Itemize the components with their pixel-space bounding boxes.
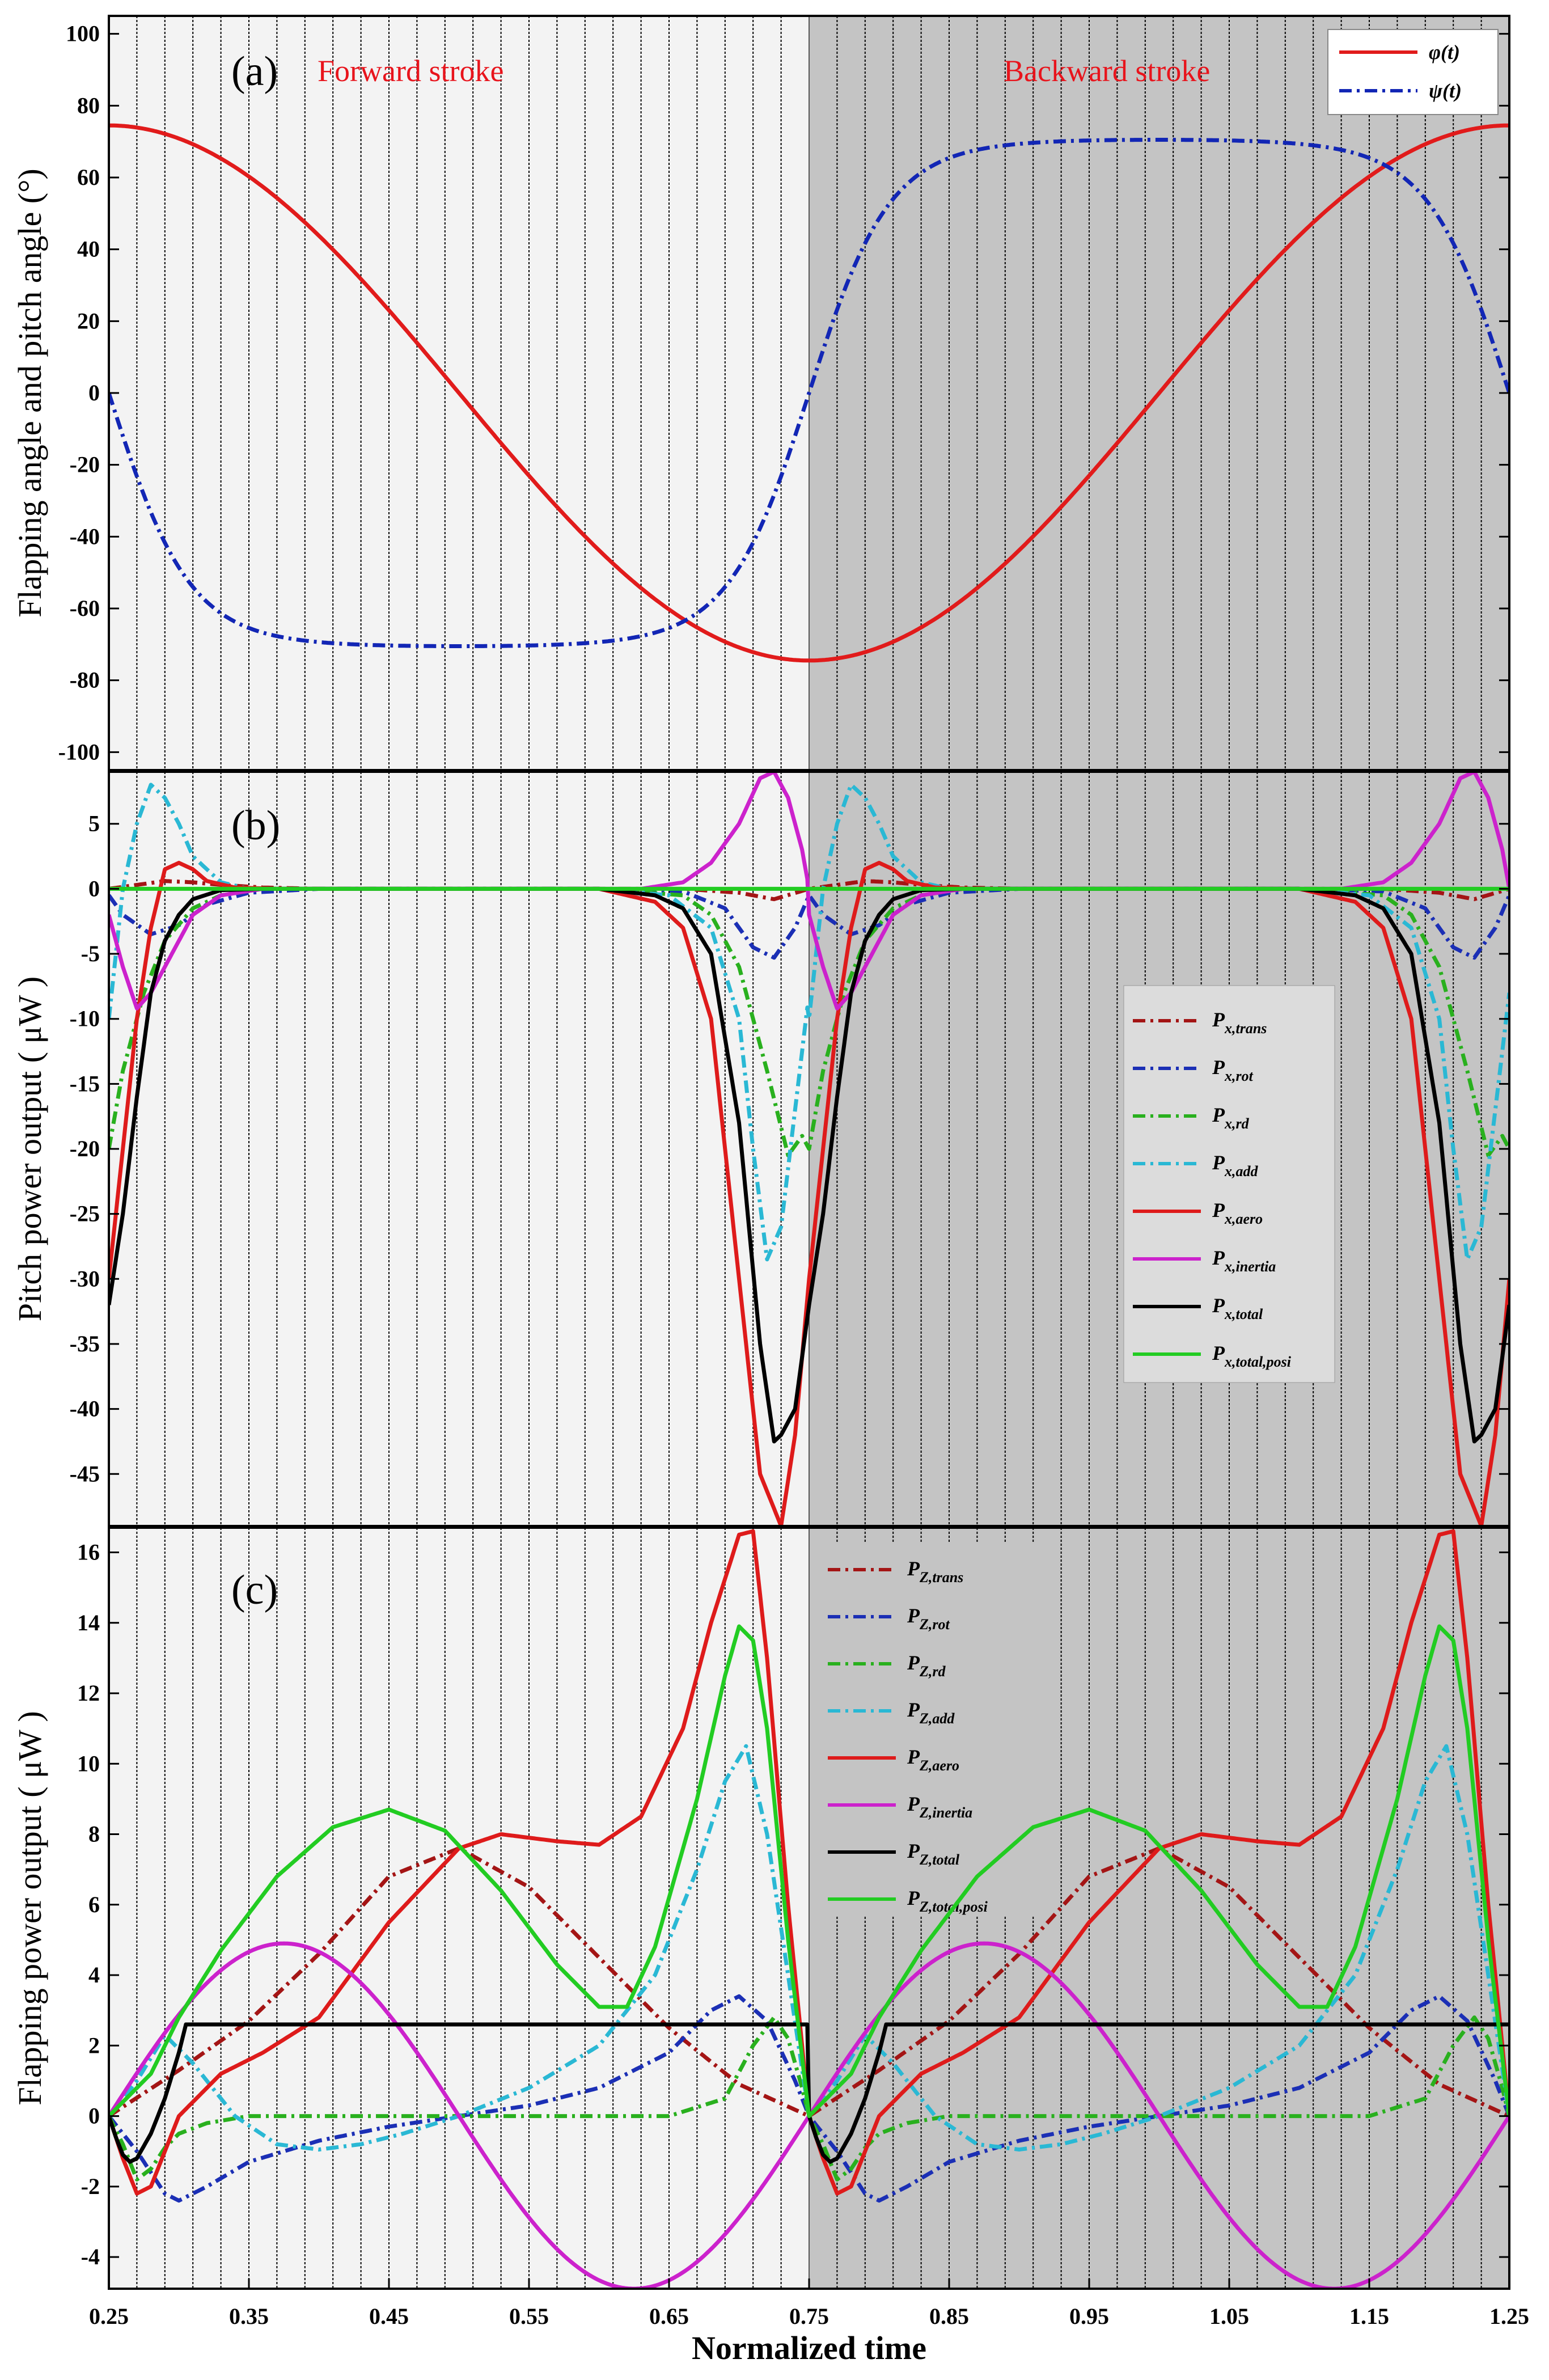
panel-a-legend-box <box>1327 29 1499 115</box>
y-tick-label: 0 <box>88 2103 100 2129</box>
y-tick-label: 4 <box>88 1962 100 1988</box>
panel-c-forward-bg <box>109 1528 809 2289</box>
panel-c-legend-box <box>816 1542 1055 1917</box>
y-tick-label: -5 <box>81 941 100 966</box>
y-tick-label: 6 <box>88 1892 100 1917</box>
y-tick-label: 100 <box>66 21 100 46</box>
legend-subscript: x,inertia <box>1224 1258 1276 1275</box>
y-tick-label: -40 <box>70 523 100 549</box>
y-tick-label: 60 <box>77 164 100 190</box>
y-tick-label: -40 <box>70 1396 100 1422</box>
panel-c-legend: PZ,transPZ,rotPZ,rdPZ,addPZ,aeroPZ,inert… <box>816 1542 1055 1917</box>
backward-stroke-label: Backward stroke <box>1004 54 1210 88</box>
x-tick-label: 0.55 <box>509 2303 549 2329</box>
y-tick-label: -20 <box>70 1136 100 1161</box>
series-c-Z-total-posi <box>109 1624 1509 2119</box>
legend-subscript: x,rot <box>1224 1068 1254 1084</box>
legend-subscript: x,rd <box>1224 1115 1250 1132</box>
x-tick-label: 0.65 <box>649 2303 689 2329</box>
y-tick-label: -20 <box>70 452 100 477</box>
series-c-Z-rd <box>109 2015 1509 2182</box>
panel-c-ylabel: Flapping power output ( μW ) <box>11 1711 48 2105</box>
panel-a-label: (a) <box>231 48 278 95</box>
panel-b-ylabel: Pitch power output ( μW ) <box>11 976 48 1321</box>
y-tick-label: 14 <box>77 1610 100 1635</box>
y-tick-label: 8 <box>88 1821 100 1847</box>
y-tick-label: 40 <box>77 236 100 262</box>
legend-subscript: x,aero <box>1224 1211 1263 1227</box>
y-tick-label: -100 <box>58 739 100 764</box>
panel-c-gridlines <box>136 1528 1482 2289</box>
legend-subscript: x,trans <box>1224 1020 1267 1037</box>
series-a-phi <box>109 123 1509 663</box>
series-c-Z-trans <box>109 1846 1509 2119</box>
y-tick-label: 16 <box>77 1539 100 1565</box>
x-tick-label: 0.25 <box>89 2303 129 2329</box>
legend-subscript: Z,inertia <box>919 1804 972 1821</box>
y-tick-label: 20 <box>77 308 100 333</box>
y-tick-label: -10 <box>70 1006 100 1032</box>
legend-subscript: x,total <box>1224 1306 1263 1322</box>
y-tick-label: 0 <box>88 876 100 901</box>
legend-subscript: Z,rd <box>919 1663 946 1680</box>
panel-a-ylabel: Flapping angle and pitch angle (°) <box>11 168 48 617</box>
x-tick-label: 1.15 <box>1349 2303 1389 2329</box>
legend-subscript: Z,total <box>919 1851 960 1868</box>
legend-phi-text: φ(t) <box>1429 41 1460 64</box>
panel-c-xlabel: Normalized time <box>692 2330 926 2366</box>
x-tick-label: 1.25 <box>1489 2303 1529 2329</box>
legend-subscript: Z,trans <box>919 1569 963 1586</box>
y-tick-label: -15 <box>70 1071 100 1096</box>
y-tick-label: -30 <box>70 1266 100 1291</box>
y-tick-label: -45 <box>70 1461 100 1486</box>
x-tick-label: 0.45 <box>369 2303 409 2329</box>
panel-a: 100 80 60 40 20 0 -20 -40 -60 -80 -100 (a) Forward… <box>11 15 1510 771</box>
legend-subscript: Z,aero <box>919 1757 959 1774</box>
panel-b-label: (b) <box>231 802 280 849</box>
legend-psi-text: ψ(t) <box>1429 79 1462 102</box>
x-tick-label: 0.85 <box>929 2303 969 2329</box>
series-a-psi <box>109 138 1509 648</box>
legend-subscript: Z,add <box>919 1710 955 1727</box>
y-tick-label: 2 <box>88 2032 100 2058</box>
panel-c-label: (c) <box>231 1567 278 1613</box>
y-tick-label: -35 <box>70 1331 100 1356</box>
y-tick-label: -2 <box>81 2174 100 2199</box>
x-tick-label: 0.35 <box>229 2303 269 2329</box>
y-tick-label: -60 <box>70 595 100 621</box>
y-tick-label: 0 <box>88 380 100 405</box>
y-tick-label: 5 <box>88 811 100 836</box>
y-tick-label: 10 <box>77 1751 100 1776</box>
panel-c: PZ,transPZ,rotPZ,rdPZ,addPZ,aeroPZ,inert… <box>11 1527 1529 2366</box>
y-tick-label: -25 <box>70 1201 100 1227</box>
panel-b-forward-bg <box>109 772 809 1526</box>
x-tick-label: 0.75 <box>789 2303 829 2329</box>
y-tick-label: -80 <box>70 667 100 693</box>
panel-b-legend-box <box>1123 985 1335 1383</box>
y-tick-label: 80 <box>77 92 100 118</box>
legend-subscript: x,total,posi <box>1224 1354 1292 1370</box>
legend-subscript: x,add <box>1224 1163 1259 1180</box>
x-tick-label: 1.05 <box>1209 2303 1249 2329</box>
y-tick-label: 12 <box>77 1680 100 1706</box>
y-tick-label: -4 <box>81 2244 100 2269</box>
forward-stroke-label: Forward stroke <box>318 54 503 88</box>
panel-b: 5 0 -5 -10 -15 -20 -25 -30 -35 -40 -45 (b) Pitch p… <box>11 771 1510 1527</box>
x-tick-label: 0.95 <box>1069 2303 1109 2329</box>
panel-b-legend: Px,transPx,rotPx,rdPx,addPx,aeroPx,inert… <box>1123 985 1335 1383</box>
panel-a-legend: φ(t) ψ(t) <box>1327 29 1499 115</box>
legend-subscript: Z,rot <box>919 1616 950 1633</box>
